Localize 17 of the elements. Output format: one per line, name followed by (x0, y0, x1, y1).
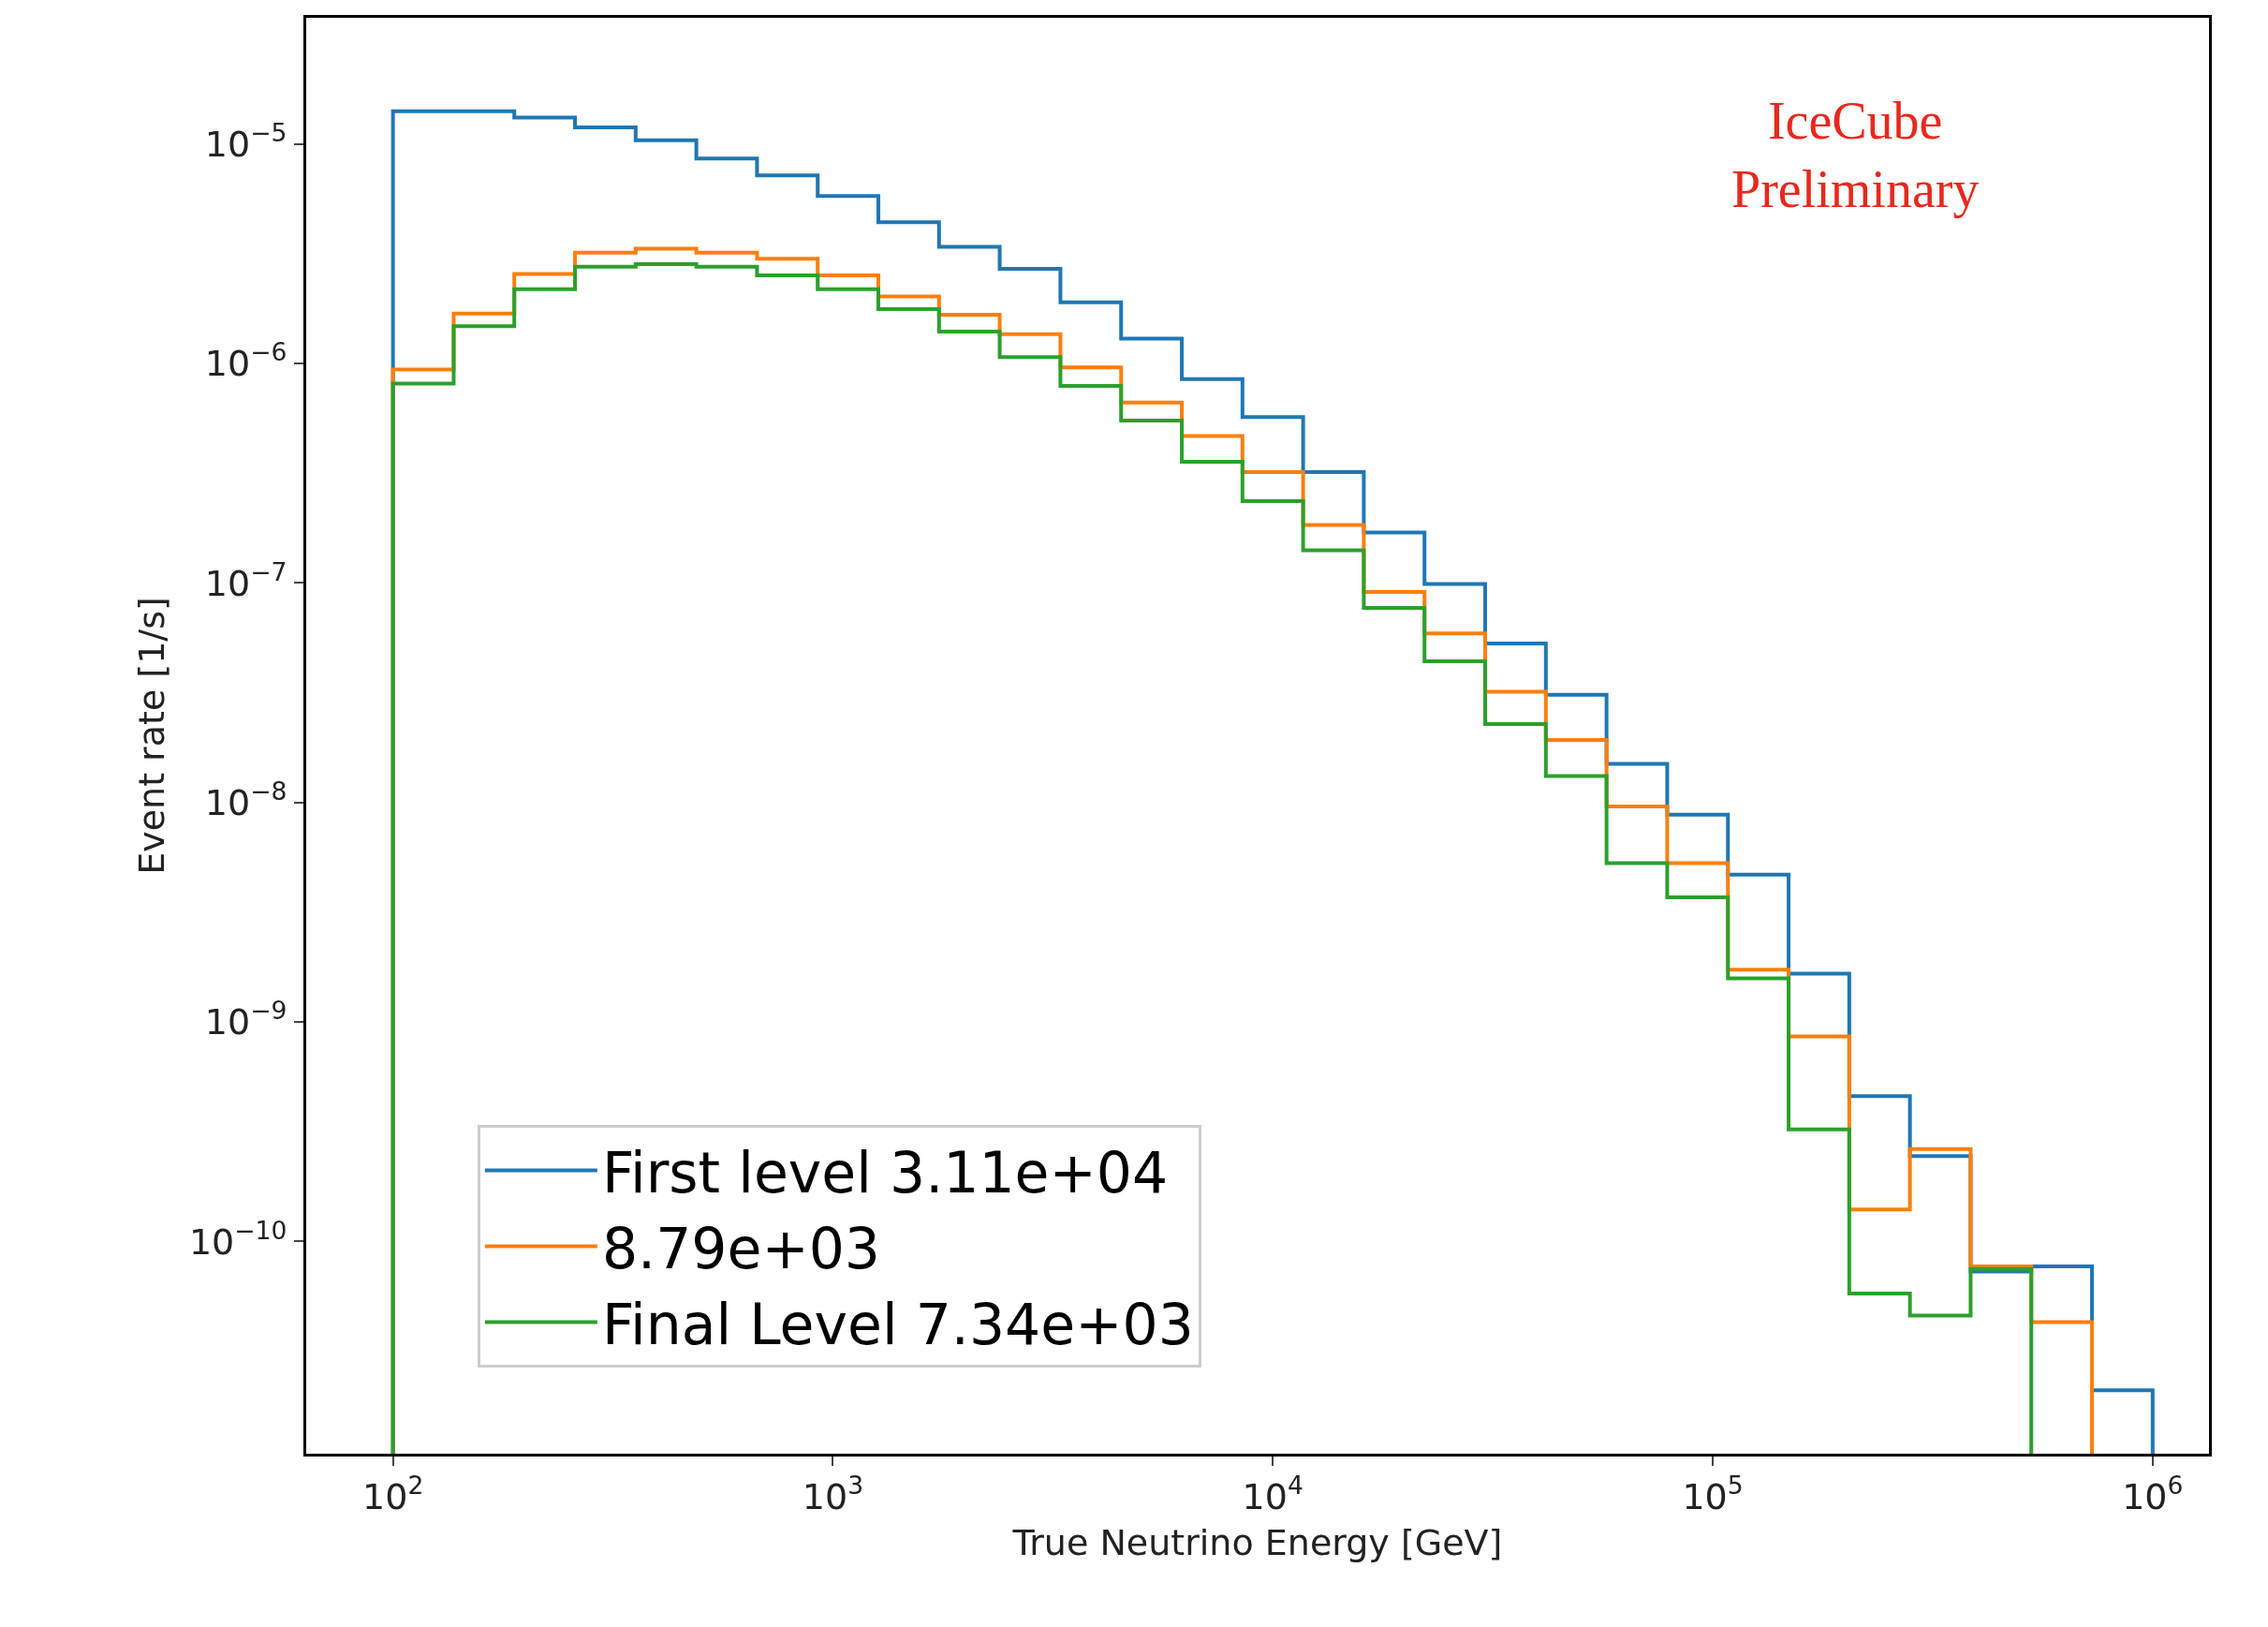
x-tick-label: 10$^{3}$ (802, 1470, 864, 1517)
legend-label: Final Level 7.34e+03 (601, 1291, 1194, 1357)
y-tick-label: 10$^{−10}$ (188, 1215, 287, 1263)
legend-label: First level 3.11e+04 (601, 1139, 1169, 1205)
x-tick-label: 10$^{2}$ (362, 1470, 424, 1517)
x-tick-label: 10$^{5}$ (1682, 1470, 1744, 1517)
x-tick-label: 10$^{6}$ (2122, 1470, 2184, 1517)
x-tick-label: 10$^{4}$ (1242, 1470, 1303, 1517)
y-tick-label: 10$^{−9}$ (204, 996, 287, 1043)
y-tick-label: 10$^{−5}$ (204, 118, 287, 166)
annotation: IceCube Preliminary (1731, 92, 1980, 218)
x-axis-title: True Neutrino Energy [GeV] (1011, 1521, 1503, 1563)
y-tick-label: 10$^{−7}$ (204, 556, 287, 604)
y-axis-title: Event rate [1/s] (131, 597, 173, 875)
y-tick-label: 10$^{−8}$ (204, 777, 287, 824)
y-tick-label: 10$^{−6}$ (204, 337, 287, 385)
legend-label: 8.79e+03 (601, 1215, 881, 1281)
